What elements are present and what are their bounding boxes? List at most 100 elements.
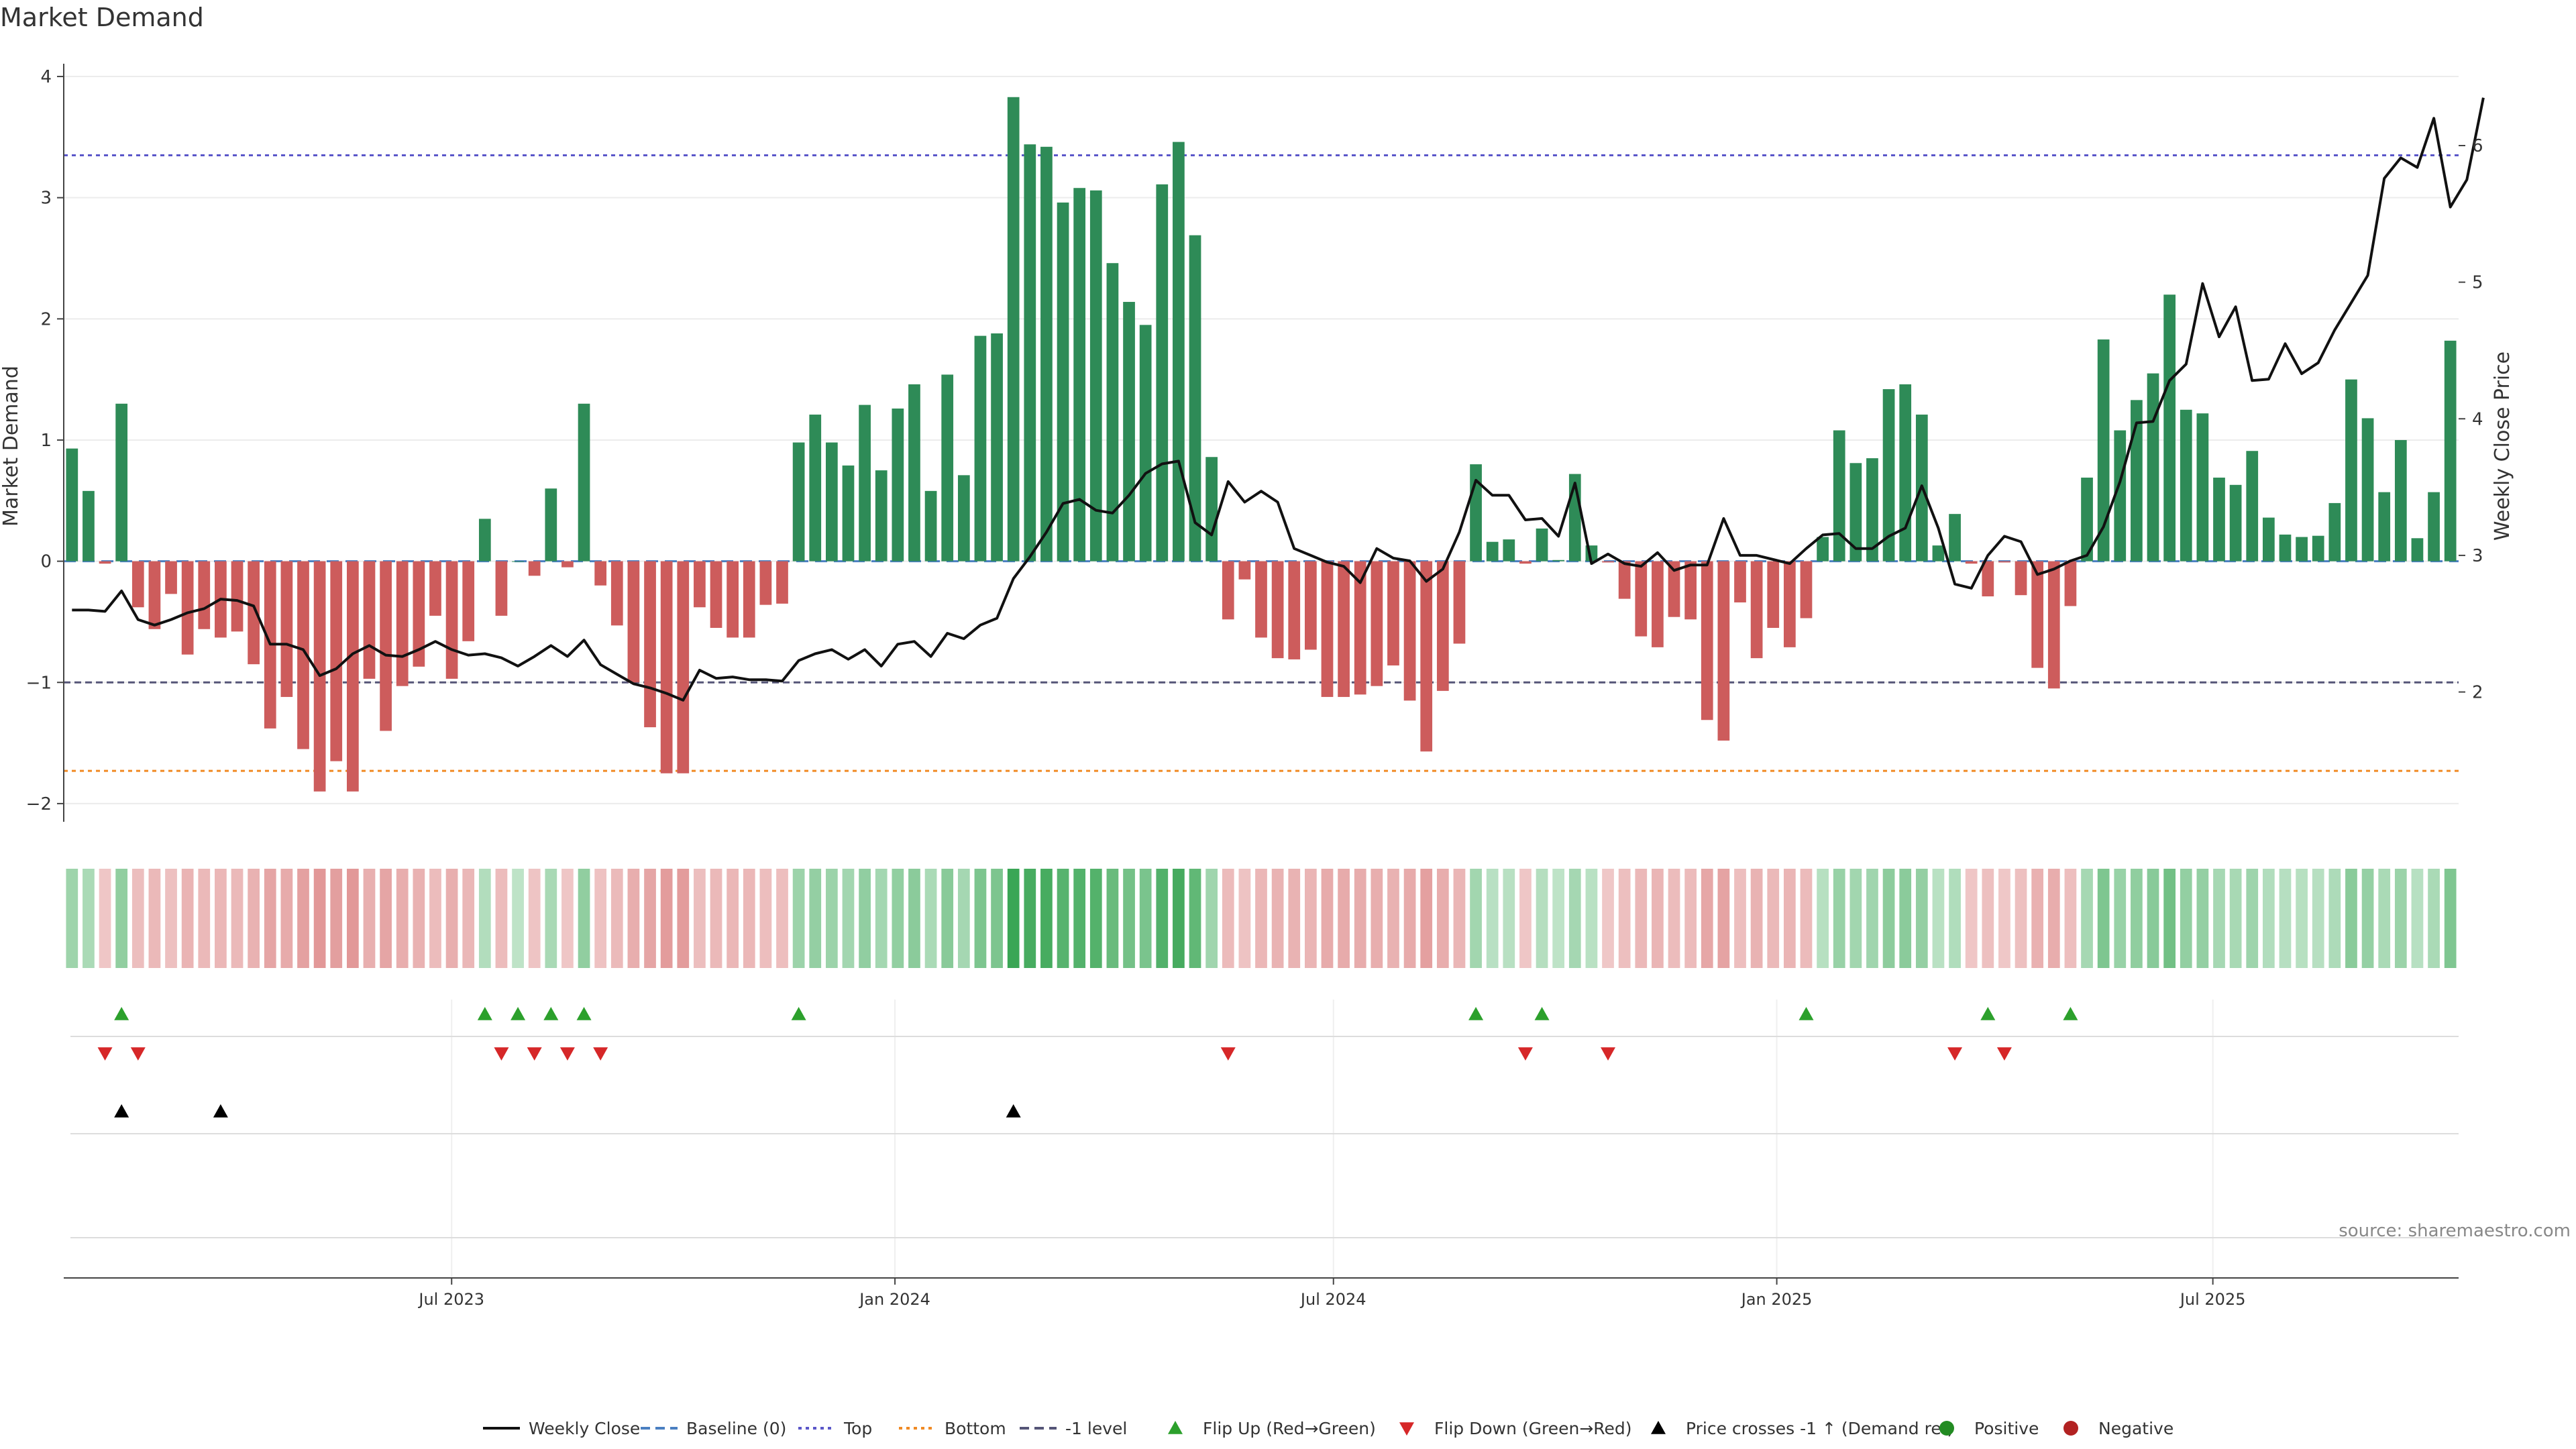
heat-cell (1436, 869, 1449, 968)
chart-title: Market Demand (0, 3, 204, 32)
x-tick-label: Jan 2025 (1740, 1290, 1813, 1309)
heat-cell (2262, 869, 2275, 968)
flip-up-marker (576, 1007, 592, 1020)
demand-bar (280, 561, 293, 697)
demand-bar (2031, 561, 2044, 668)
heat-cell (644, 869, 656, 968)
flip-up-marker (1799, 1007, 1814, 1020)
demand-bar (1420, 561, 1433, 752)
heat-cell (578, 869, 590, 968)
legend-swatch (1168, 1421, 1183, 1434)
demand-bar (1156, 184, 1169, 561)
demand-bar (759, 561, 772, 605)
heat-cell (2312, 869, 2324, 968)
heat-cell (1783, 869, 1796, 968)
heat-cell (594, 869, 607, 968)
heat-cell (677, 869, 690, 968)
flip-up-marker (511, 1007, 526, 1020)
heat-cell (1668, 869, 1680, 968)
heat-cell (1007, 869, 1020, 968)
y-tick-label: −2 (26, 794, 52, 814)
demand-bar (1106, 263, 1119, 561)
heat-cell (2394, 869, 2407, 968)
demand-bar (1965, 561, 1978, 564)
heat-cell (1899, 869, 1912, 968)
legend-label: Positive (1974, 1419, 2039, 1438)
heat-cell (1156, 869, 1169, 968)
heat-cell (1618, 869, 1631, 968)
event-markers (97, 1007, 2078, 1118)
heat-cell (181, 869, 194, 968)
demand-bar (545, 488, 557, 561)
y-tick-label: 2 (40, 309, 52, 329)
source-note: source: sharemaestro.com (2339, 1221, 2571, 1241)
heat-cell (330, 869, 343, 968)
heat-cell (2213, 869, 2225, 968)
heat-cell (83, 869, 95, 968)
heat-cell (462, 869, 475, 968)
y-tick-label: 0 (40, 552, 52, 572)
heat-cell (660, 869, 673, 968)
demand-bar (594, 561, 607, 586)
demand-bar (2131, 400, 2143, 561)
demand-bar (495, 561, 508, 616)
demand-bar (644, 561, 656, 728)
y2-tick-label: 5 (2472, 273, 2483, 293)
flip-down-marker (1601, 1047, 1616, 1061)
demand-bar (2328, 502, 2341, 561)
demand-bar (1767, 561, 1780, 628)
heat-cell (1189, 869, 1201, 968)
heat-cell (759, 869, 772, 968)
demand-bar (1189, 235, 1201, 561)
y-tick-label: −1 (26, 673, 52, 693)
demand-bar (1321, 561, 1334, 697)
demand-bar (1652, 561, 1664, 647)
demand-bar (429, 561, 441, 616)
demand-bar (198, 561, 211, 629)
heat-cell (892, 869, 904, 968)
legend-label: Bottom (945, 1419, 1006, 1438)
heat-cell (429, 869, 441, 968)
demand-bar (83, 490, 95, 561)
demand-bar (1552, 559, 1565, 561)
demand-bar (1949, 514, 1961, 561)
heat-cell (380, 869, 392, 968)
demand-bar (710, 561, 722, 628)
heat-cell (941, 869, 954, 968)
demand-bar (1073, 188, 1086, 561)
y-axis-label: Market Demand (0, 366, 23, 527)
heat-cell (2131, 869, 2143, 968)
legend-item: Negative (2063, 1419, 2174, 1438)
demand-bar (1998, 561, 2010, 563)
demand-bar (991, 333, 1003, 561)
heat-cell (1800, 869, 1813, 968)
demand-bar (66, 448, 78, 561)
heat-cell (2163, 869, 2176, 968)
demand-bar (1123, 302, 1135, 561)
demand-bar (1882, 389, 1895, 561)
x-tick-label: Jan 2024 (858, 1290, 930, 1309)
legend-item: Bottom (899, 1419, 1006, 1438)
heat-cell (1519, 869, 1532, 968)
demand-bar (1635, 561, 1648, 637)
heat-cell (2328, 869, 2341, 968)
heat-cell (1304, 869, 1317, 968)
demand-bar (2047, 561, 2060, 689)
heat-cell (776, 869, 788, 968)
demand-bar (1173, 142, 1185, 561)
heat-cell (1998, 869, 2010, 968)
demand-bar (1238, 561, 1251, 580)
demand-bar (2081, 477, 2093, 561)
heat-cell (231, 869, 244, 968)
demand-bar (2163, 294, 2176, 561)
legend-swatch (1399, 1422, 1414, 1436)
heat-cell (1354, 869, 1366, 968)
demand-bar (2411, 538, 2424, 561)
demand-bar (165, 561, 177, 594)
heat-cell (957, 869, 970, 968)
heat-cell (842, 869, 855, 968)
heat-cell (280, 869, 293, 968)
demand-bar (1800, 561, 1813, 619)
heat-cell (2064, 869, 2077, 968)
heat-cell (610, 869, 623, 968)
